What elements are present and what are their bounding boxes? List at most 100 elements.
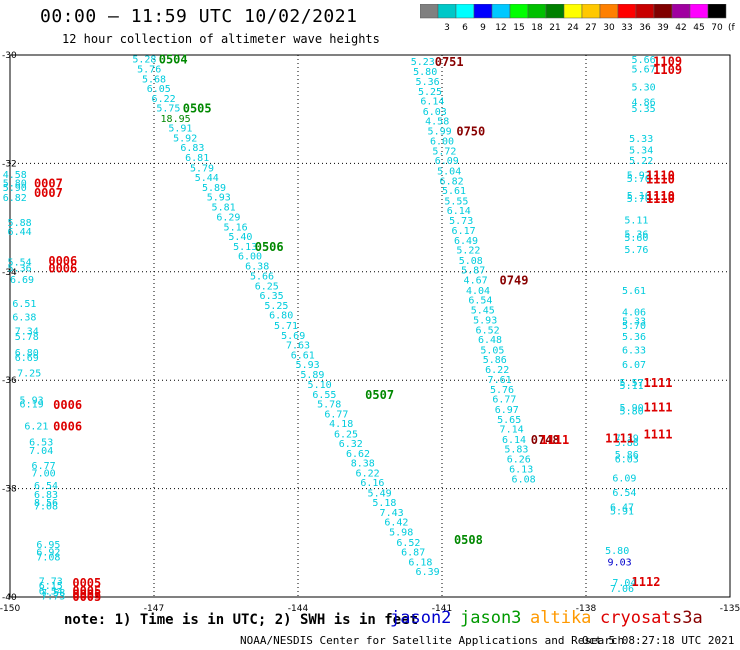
wave-height-point: 6.82 — [440, 176, 464, 187]
wave-height-point: 6.26 — [507, 454, 531, 465]
pass-time-label: 1111 — [540, 433, 569, 447]
mission-altika: altika — [530, 608, 592, 628]
wave-height-point: 7.58 — [41, 588, 65, 599]
wave-height-point: 6.44 — [8, 227, 32, 238]
wave-height-point: 5.61 — [442, 186, 466, 197]
pass-time-label: 1111 — [644, 427, 673, 441]
wave-height-point: 5.28 — [132, 54, 156, 65]
wave-height-point: 4.67 — [464, 275, 488, 286]
pass-time-label: 0504 — [159, 52, 188, 66]
wave-height-point: 5.76 — [490, 385, 514, 396]
wave-height-point: 5.80 — [413, 67, 437, 78]
wave-height-point: 6.87 — [401, 548, 425, 559]
wave-height-point: 6.42 — [384, 518, 408, 529]
wave-height-point: 6.54 — [39, 587, 63, 598]
wave-height-point: 6.00 — [238, 252, 262, 263]
wave-height-point: 5.87 — [461, 266, 485, 277]
pass-time-label: 0005 — [72, 584, 101, 598]
wave-height-point: 7.08 — [34, 501, 58, 512]
wave-height-point: 6.69 — [15, 353, 39, 364]
wave-height-point: 5.70 — [627, 174, 651, 185]
wave-height-point: 5.11 — [620, 381, 644, 392]
wave-height-point: 6.92 — [36, 548, 60, 559]
wave-height-point: 5.86 — [483, 355, 507, 366]
wave-height-point: 5.66 — [250, 272, 274, 283]
wave-height-point: 5.81 — [212, 202, 236, 213]
wave-height-point: 6.54 — [468, 296, 492, 307]
wave-height-point: 5.34 — [629, 145, 653, 156]
wave-height-point: 5.65 — [497, 415, 521, 426]
pass-time-label: 1110 — [646, 192, 675, 206]
wave-height-point: 7.39 — [615, 434, 639, 445]
x-tick-label: -144 — [288, 604, 309, 614]
wave-height-point: 6.22 — [485, 365, 509, 376]
pass-time-label: 0006 — [53, 398, 82, 412]
pass-time-label: 0751 — [435, 55, 464, 69]
wave-height-point: 6.15 — [39, 581, 63, 592]
legend-label: 24 — [567, 23, 579, 33]
wave-height-point: 6.35 — [260, 291, 284, 302]
wave-height-point: 6.21 — [24, 421, 48, 432]
wave-height-point: 5.54 — [8, 258, 32, 269]
wave-height-point: 6.18 — [408, 557, 432, 568]
wave-height-point: 7.61 — [488, 375, 512, 386]
wave-height-point: 4.58 — [3, 170, 27, 181]
wave-height-point: 5.22 — [456, 246, 480, 257]
legend-swatch — [707, 4, 727, 19]
y-tick-label: -30 — [2, 51, 17, 61]
wave-height-point: 7.04 — [612, 578, 636, 589]
wave-height-point: 5.79 — [190, 163, 214, 174]
wave-height-point: 7.25 — [17, 369, 41, 380]
legend-label: 9 — [480, 23, 486, 33]
legend-unit: (ft) — [728, 23, 735, 33]
wave-height-point: 6.95 — [36, 540, 60, 551]
legend-label: 21 — [549, 23, 560, 33]
wave-height-point: 5.36 — [8, 264, 32, 275]
x-tick-label: -147 — [144, 604, 164, 614]
timestamp: Oct 5 08:27:18 UTC 2021 — [582, 634, 735, 647]
credit-line: NOAA/NESDIS Center for Satellite Applica… — [240, 634, 625, 647]
wave-height-point: 6.25 — [255, 281, 279, 292]
chart-title: 00:00 – 11:59 UTC 10/02/2021 — [40, 6, 358, 27]
pass-time-label: 0006 — [48, 262, 77, 276]
wave-height-point: 4.58 — [425, 117, 449, 128]
wave-height-point: 6.82 — [3, 193, 27, 204]
pass-time-label: 0748 — [531, 433, 560, 447]
wave-height-point: 5.71 — [274, 321, 298, 332]
wave-height-point: 5.10 — [308, 380, 332, 391]
wave-height-point: 5.25 — [264, 301, 288, 312]
wave-height-point: 5.11 — [624, 215, 648, 226]
wave-height-point: 5.90 — [620, 403, 644, 414]
wave-height-point: 7.06 — [610, 584, 634, 595]
wave-height-point: 6.03 — [615, 454, 639, 465]
wave-height-point: 6.39 — [416, 567, 440, 578]
wave-height-point: 18.95 — [161, 114, 191, 125]
wave-height-point: 6.47 — [610, 503, 634, 514]
wave-height-point: 6.52 — [396, 538, 420, 549]
wave-height-point: 6.16 — [360, 478, 384, 489]
wave-height-point: 6.83 — [34, 490, 58, 501]
wave-height-point: 5.49 — [368, 488, 392, 499]
pass-time-label: 0507 — [365, 388, 394, 402]
wave-height-point: 5.45 — [471, 305, 495, 316]
wave-height-point: 6.81 — [185, 153, 209, 164]
mission-s3a: s3a — [672, 608, 703, 628]
legend-label: 6 — [462, 23, 468, 33]
wave-height-point: 5.69 — [281, 331, 305, 342]
pass-time-label: 0005 — [72, 590, 101, 604]
legend-label: 15 — [513, 23, 524, 33]
wave-height-point: 5.92 — [173, 133, 197, 144]
wave-height-point: 6.51 — [12, 299, 36, 310]
wave-height-point: 6.54 — [34, 481, 58, 492]
wave-height-point: 5.86 — [615, 450, 639, 461]
x-tick-label: -141 — [432, 604, 452, 614]
wave-height-point: 5.89 — [300, 370, 324, 381]
wave-height-point: 5.33 — [629, 134, 653, 145]
mission-jason3: jason3 — [460, 608, 522, 628]
legend-label: 45 — [693, 23, 704, 33]
wave-height-point: 5.76 — [137, 65, 161, 76]
wave-height-point: 5.76 — [624, 245, 648, 256]
legend-label: 42 — [675, 23, 686, 33]
wave-height-point: 5.36 — [622, 332, 646, 343]
